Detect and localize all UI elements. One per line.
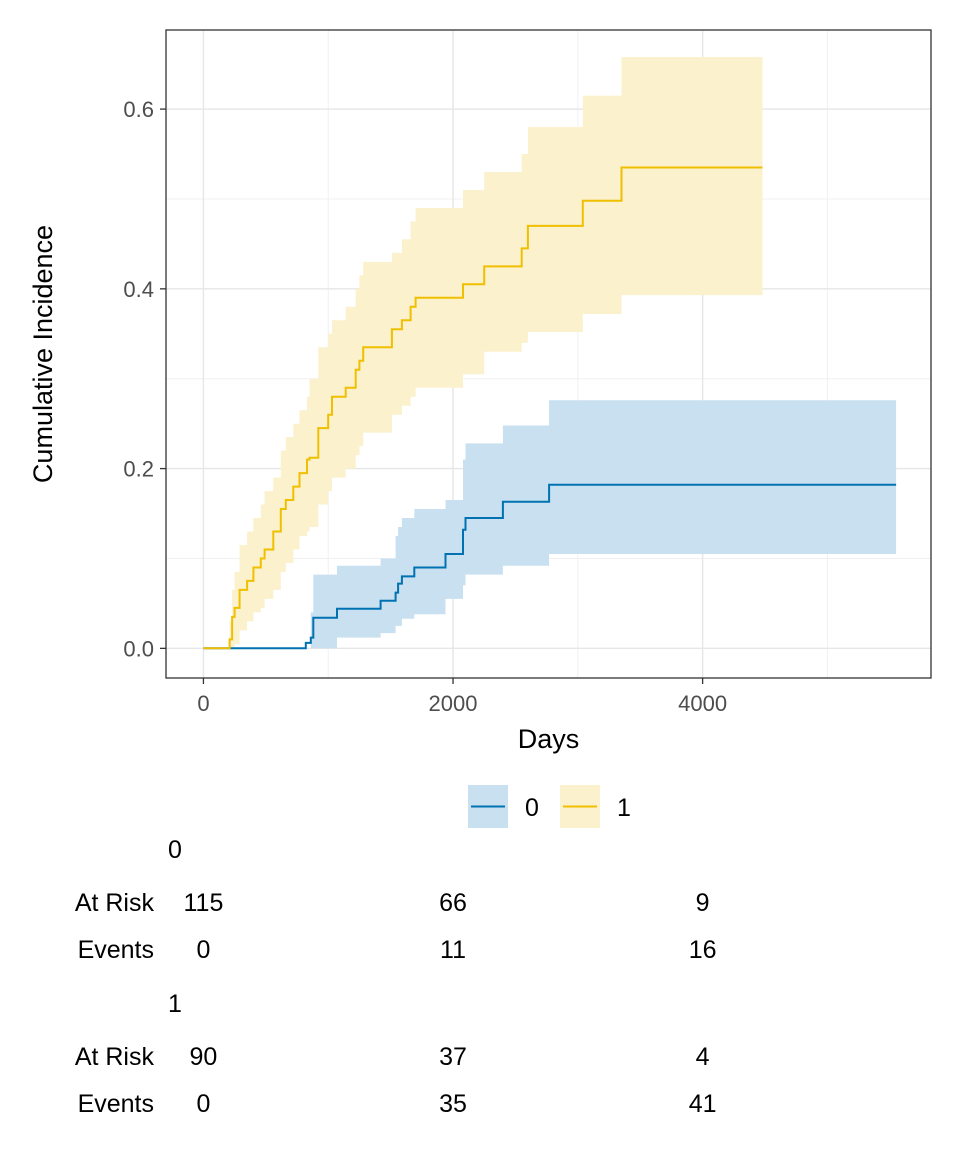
events-value: 11 [440, 936, 466, 964]
at-risk-value: 90 [190, 1043, 218, 1071]
step-line-series-0 [203, 483, 897, 650]
confidence-band-series-0 [203, 400, 897, 649]
at-risk-value: 9 [696, 889, 710, 917]
x-axis: 0 2000 4000 [197, 678, 727, 716]
legend-label: 0 [525, 794, 539, 822]
panel-border [165, 29, 932, 679]
risk-table-group-0: 0 At Risk Events 115 66 9 0 11 16 [75, 836, 717, 964]
x-axis-title: Days [518, 724, 580, 754]
at-risk-row-label: At Risk [75, 1043, 155, 1071]
step-line-series-1 [203, 166, 763, 650]
y-tick-label: 0.4 [123, 277, 154, 302]
legend-label: 1 [617, 794, 631, 822]
x-tick-label: 0 [197, 691, 209, 716]
y-axis: 0.0 0.2 0.4 0.6 [123, 97, 166, 661]
at-risk-value: 66 [439, 889, 467, 917]
incidence-lines [203, 166, 897, 650]
events-value: 35 [439, 1090, 467, 1118]
events-value: 0 [196, 1090, 210, 1118]
x-tick-label: 2000 [429, 691, 478, 716]
legend-item-0: 0 [468, 785, 539, 828]
risk-table-group-1: 1 At Risk Events 90 37 4 0 35 41 [75, 990, 717, 1118]
risk-group-title: 0 [168, 836, 182, 864]
confidence-bands [203, 57, 897, 649]
events-value: 0 [196, 936, 210, 964]
y-axis-title: Cumulative Incidence [28, 225, 58, 483]
y-tick-label: 0.2 [123, 457, 154, 482]
x-tick-label: 4000 [678, 691, 727, 716]
events-row-label: Events [78, 1090, 154, 1118]
events-value: 41 [689, 1090, 717, 1118]
at-risk-value: 4 [696, 1043, 710, 1071]
at-risk-value: 37 [439, 1043, 467, 1071]
risk-group-title: 1 [168, 990, 182, 1018]
events-value: 16 [689, 936, 717, 964]
y-tick-label: 0.6 [123, 97, 154, 122]
at-risk-row-label: At Risk [75, 889, 155, 917]
legend-item-1: 1 [560, 785, 631, 828]
y-tick-label: 0.0 [123, 636, 154, 661]
at-risk-value: 115 [184, 889, 224, 917]
confidence-band-series-1 [203, 57, 763, 649]
events-row-label: Events [78, 936, 154, 964]
